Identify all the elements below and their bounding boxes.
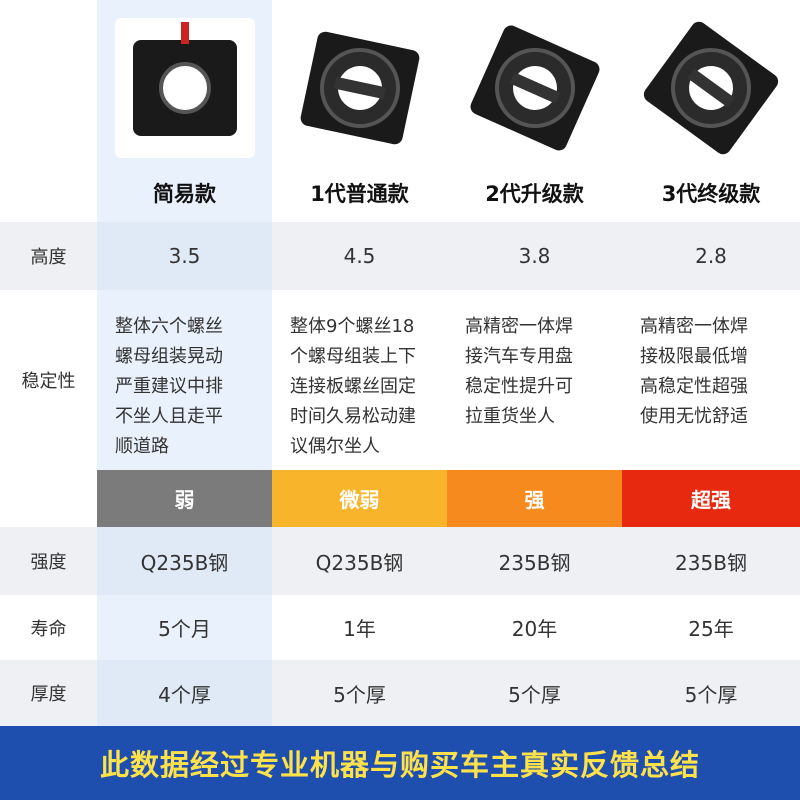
- product-icon: [470, 25, 599, 151]
- thickness-value: 5个厚: [333, 682, 386, 707]
- stability-text: 高精密一体焊 接极限最低增 高稳定性超强 使用无忧舒适: [622, 290, 800, 470]
- stability-line: 严重建议中排: [115, 376, 223, 397]
- footer-banner: 此数据经过专业机器与购买车主真实反馈总结: [0, 726, 800, 800]
- stability-line: 整体9个螺丝18: [290, 316, 415, 337]
- stability-line: 整体六个螺丝: [115, 316, 223, 337]
- rating: 强: [447, 470, 622, 527]
- stability-line: 螺母组装晃动: [115, 346, 223, 367]
- stability-text: 整体六个螺丝 螺母组装晃动 严重建议中排 不坐人且走平 顺道路: [97, 290, 272, 470]
- strength-value: Q235B钢: [140, 550, 229, 575]
- stability-line: 接汽车专用盘: [465, 346, 573, 367]
- stability-line: 高稳定性超强: [640, 376, 748, 397]
- height-value: 3.8: [518, 244, 551, 268]
- rating: 微弱: [272, 470, 447, 527]
- row-label: 寿命: [30, 618, 67, 640]
- life-value: 25年: [688, 617, 734, 641]
- life-value: 1年: [343, 617, 376, 641]
- life-value: 5个月: [158, 617, 211, 641]
- row-label: 稳定性: [21, 371, 76, 392]
- rating: 超强: [622, 470, 800, 527]
- stability-text: 高精密一体焊 接汽车专用盘 稳定性提升可 拉重货坐人: [447, 290, 622, 470]
- stability-line: 高精密一体焊: [465, 316, 573, 337]
- product-image: [114, 18, 255, 158]
- stability-line: 连接板螺丝固定: [290, 376, 416, 397]
- rating: 弱: [97, 470, 272, 527]
- product-name: 简易款: [153, 181, 216, 206]
- stability-line: 顺道路: [115, 436, 169, 457]
- strength-value: 235B钢: [675, 550, 747, 575]
- stability-text: 整体9个螺丝18 个螺母组装上下 连接板螺丝固定 时间久易松动建 议偶尔坐人: [272, 290, 447, 470]
- strength-value: Q235B钢: [315, 550, 404, 575]
- product-image: [464, 18, 605, 158]
- stability-line: 议偶尔坐人: [290, 436, 380, 457]
- thickness-value: 4个厚: [158, 682, 211, 707]
- life-value: 20年: [511, 617, 558, 641]
- product-image: [641, 18, 781, 158]
- thickness-value: 5个厚: [508, 682, 561, 707]
- height-value: 2.8: [695, 244, 727, 268]
- strength-value: 235B钢: [498, 550, 571, 575]
- product-name: 2代升级款: [485, 181, 584, 206]
- product-icon: [132, 22, 237, 136]
- product-icon: [300, 31, 419, 145]
- product-name: 1代普通款: [310, 181, 409, 206]
- row-label: 高度: [30, 247, 67, 268]
- product-icon: [643, 21, 779, 155]
- row-label: 强度: [30, 552, 67, 573]
- stability-line: 稳定性提升可: [465, 376, 573, 397]
- row-label: 厚度: [30, 684, 67, 705]
- stability-line: 不坐人且走平: [115, 406, 223, 427]
- height-value: 3.5: [168, 244, 201, 268]
- thickness-value: 5个厚: [684, 682, 738, 707]
- stability-line: 时间久易松动建: [290, 406, 416, 427]
- stability-line: 使用无忧舒适: [640, 406, 748, 427]
- stability-line: 接极限最低增: [640, 346, 748, 367]
- stability-line: 个螺母组装上下: [290, 346, 416, 367]
- stability-line: 高精密一体焊: [640, 316, 748, 337]
- product-image: [289, 18, 430, 158]
- stability-line: 拉重货坐人: [465, 406, 555, 427]
- product-name: 3代终级款: [661, 181, 761, 206]
- height-value: 4.5: [343, 244, 376, 268]
- column-highlight: [97, 527, 272, 726]
